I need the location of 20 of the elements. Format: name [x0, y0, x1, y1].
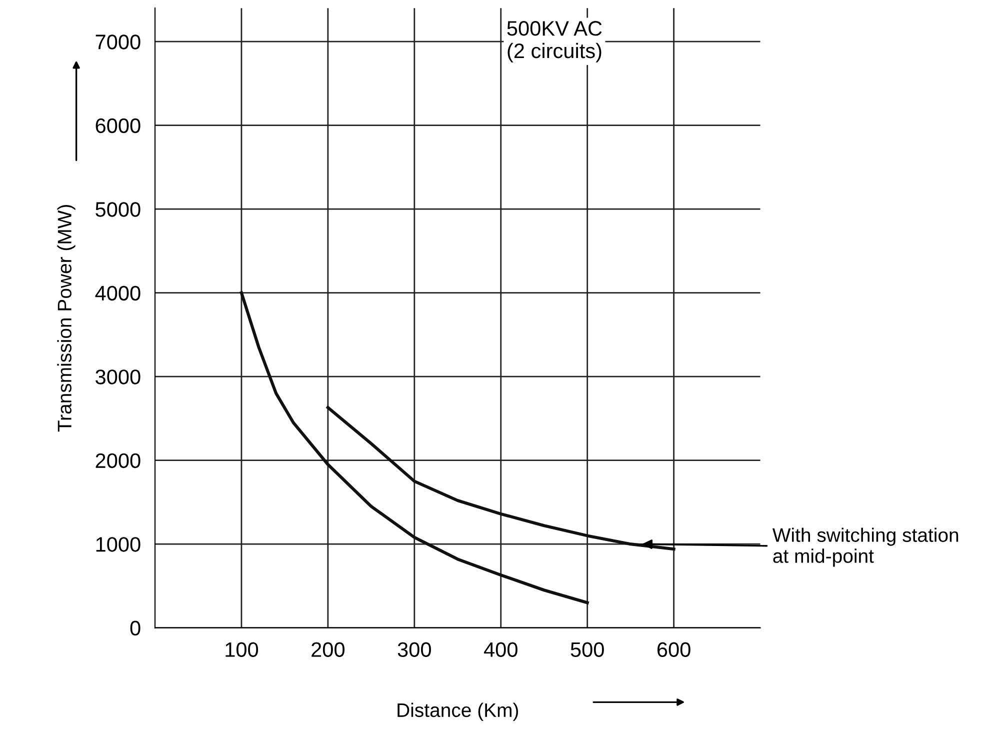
line-series: [326, 406, 676, 551]
x-tick-label: 600: [657, 642, 690, 657]
y-tick-label: 3000: [96, 370, 140, 384]
x-tick-label: 300: [398, 642, 431, 657]
y-tick-label: 6000: [96, 118, 140, 134]
y-tick-label: 4000: [95, 286, 140, 301]
x-axis-title: Distance (Km): [398, 702, 518, 721]
y-tick-label: 0: [130, 620, 140, 636]
y-tick-label: 5000: [96, 202, 140, 217]
y-tick-label: 2000: [96, 453, 140, 468]
y-tick-label: 7000: [96, 34, 140, 50]
line-series: [240, 291, 589, 604]
y-tick-label: 1000: [96, 537, 140, 552]
y-axis-title: Transmission Power (MW): [57, 205, 76, 432]
x-tick-label: 100: [226, 642, 258, 657]
annotation: With switching station at mid-point: [772, 528, 958, 567]
x-tick-label: 400: [484, 642, 518, 657]
x-tick-label: 200: [312, 642, 344, 657]
annotation: 500KV AC (2 circuits): [507, 21, 602, 62]
x-tick-label: 500: [570, 642, 604, 657]
